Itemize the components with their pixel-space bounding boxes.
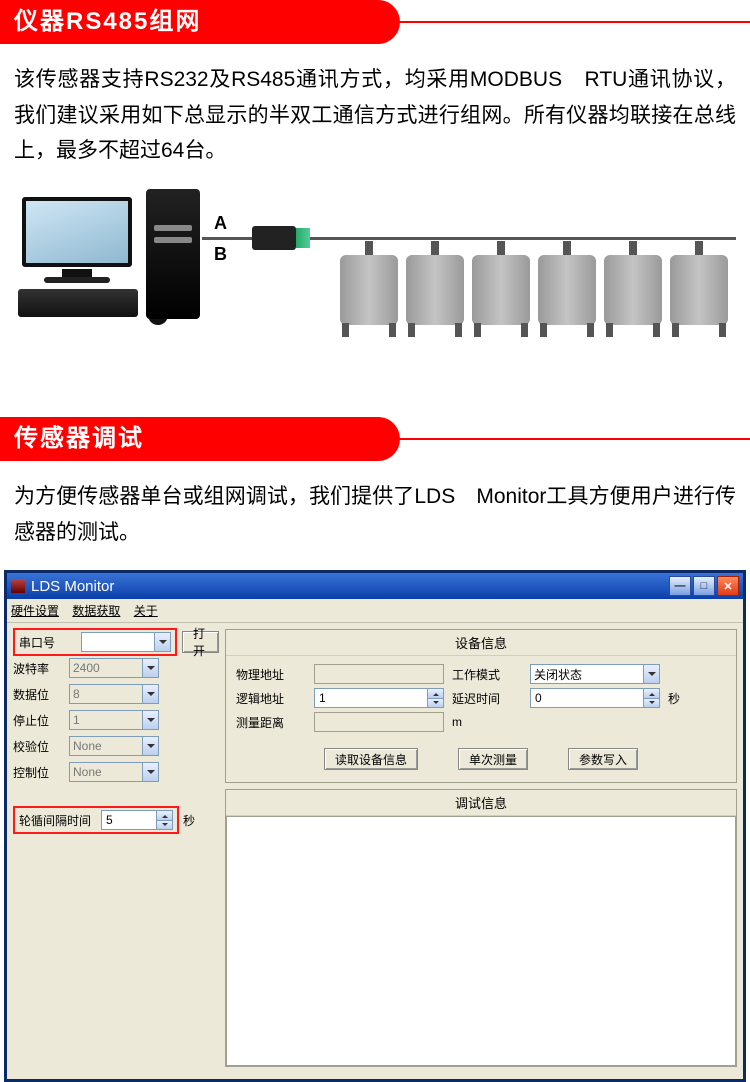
menu-about[interactable]: 关于	[134, 604, 158, 618]
write-params-button[interactable]: 参数写入	[568, 748, 638, 770]
stopbits-label: 停止位	[13, 712, 69, 729]
sensor-node	[472, 241, 530, 337]
port-highlight: 串口号	[13, 628, 177, 656]
stopbits-dropdown[interactable]: 1	[69, 710, 159, 730]
spin-down-icon[interactable]	[156, 821, 172, 830]
mode-label: 工作模式	[452, 666, 522, 683]
logic-addr-value: 1	[319, 691, 326, 705]
bus-label-b: B	[214, 244, 227, 265]
chevron-down-icon	[142, 737, 158, 755]
stopbits-value: 1	[73, 713, 80, 727]
polling-info-title: 调试信息	[226, 790, 736, 816]
poll-interval-input[interactable]: 5	[101, 810, 173, 830]
spin-down-icon[interactable]	[643, 699, 659, 708]
databits-value: 8	[73, 687, 80, 701]
sensor-node	[406, 241, 464, 337]
logic-addr-label: 逻辑地址	[236, 690, 306, 707]
delay-label: 延迟时间	[452, 690, 522, 707]
delay-unit: 秒	[668, 690, 688, 707]
flow-value: None	[73, 765, 102, 779]
rs485-diagram: A B	[14, 189, 736, 389]
databits-dropdown[interactable]: 8	[69, 684, 159, 704]
right-panel: 设备信息 物理地址 工作模式 关闭状态 逻辑地址 1 延迟时间	[225, 629, 737, 1073]
phys-addr-value	[314, 664, 444, 684]
section2-header: 传感器调试	[0, 417, 750, 461]
read-device-button[interactable]: 读取设备信息	[324, 748, 418, 770]
open-port-label: 打开	[193, 625, 208, 659]
delay-input[interactable]: 0	[530, 688, 660, 708]
rs485-adapter-icon	[252, 226, 296, 250]
chevron-down-icon	[142, 711, 158, 729]
polling-info-box: 调试信息	[225, 789, 737, 1067]
maximize-button[interactable]: □	[693, 576, 715, 596]
device-info-box: 设备信息 物理地址 工作模式 关闭状态 逻辑地址 1 延迟时间	[225, 629, 737, 783]
flow-dropdown[interactable]: None	[69, 762, 159, 782]
menu-data[interactable]: 数据获取	[72, 604, 120, 618]
read-device-label: 读取设备信息	[335, 751, 407, 768]
left-panel: 串口号 打开 波特率 2400 数据位 8	[13, 629, 219, 1073]
parity-dropdown[interactable]: None	[69, 736, 159, 756]
spin-up-icon[interactable]	[643, 689, 659, 699]
dist-unit: m	[452, 715, 522, 729]
lds-monitor-window: LDS Monitor — □ ✕ 硬件设置 数据获取 关于 串口号 打开	[4, 570, 746, 1082]
section1-body: 该传感器支持RS232及RS485通讯方式，均采用MODBUS RTU通讯协议，…	[0, 62, 750, 189]
dist-label: 测量距离	[236, 714, 306, 731]
baud-value: 2400	[73, 661, 100, 675]
close-button[interactable]: ✕	[717, 576, 739, 596]
section2-body: 为方便传感器单台或组网调试，我们提供了LDS Monitor工具方便用户进行传感…	[0, 479, 750, 570]
single-measure-button[interactable]: 单次测量	[458, 748, 528, 770]
monitor-base	[44, 277, 110, 283]
polling-output	[226, 816, 736, 1066]
chevron-down-icon	[142, 659, 158, 677]
delay-value: 0	[535, 691, 542, 705]
phys-addr-label: 物理地址	[236, 666, 306, 683]
section2-title: 传感器调试	[0, 417, 750, 461]
poll-unit: 秒	[183, 812, 195, 829]
chevron-down-icon	[142, 685, 158, 703]
monitor-icon	[22, 197, 132, 267]
titlebar: LDS Monitor — □ ✕	[7, 573, 743, 599]
keyboard-icon	[18, 289, 138, 317]
spin-up-icon[interactable]	[427, 689, 443, 699]
chevron-down-icon	[643, 665, 659, 683]
dist-value	[314, 712, 444, 732]
mode-dropdown[interactable]: 关闭状态	[530, 664, 660, 684]
spin-down-icon[interactable]	[427, 699, 443, 708]
chevron-down-icon	[142, 763, 158, 781]
poll-label: 轮循间隔时间	[19, 812, 97, 829]
write-params-label: 参数写入	[579, 751, 627, 768]
section1-header: 仪器RS485组网	[0, 0, 750, 44]
device-info-title: 设备信息	[226, 630, 736, 656]
parity-label: 校验位	[13, 738, 69, 755]
minimize-button[interactable]: —	[669, 576, 691, 596]
chevron-down-icon	[154, 633, 170, 651]
open-port-button[interactable]: 打开	[182, 631, 219, 653]
parity-value: None	[73, 739, 102, 753]
poll-highlight: 轮循间隔时间 5	[13, 806, 179, 834]
databits-label: 数据位	[13, 686, 69, 703]
sensor-node	[604, 241, 662, 337]
mode-value: 关闭状态	[534, 666, 582, 683]
bus-label-a: A	[214, 213, 227, 234]
sensor-node	[340, 241, 398, 337]
menu-hardware[interactable]: 硬件设置	[11, 604, 59, 618]
baud-dropdown[interactable]: 2400	[69, 658, 159, 678]
poll-value: 5	[106, 813, 113, 827]
single-measure-label: 单次测量	[469, 751, 517, 768]
baud-label: 波特率	[13, 660, 69, 677]
port-dropdown[interactable]	[81, 632, 171, 652]
sensor-node	[538, 241, 596, 337]
sensor-node	[670, 241, 728, 337]
section1-title: 仪器RS485组网	[0, 0, 750, 44]
window-title: LDS Monitor	[31, 578, 114, 595]
pc-tower-icon	[146, 189, 200, 319]
logic-addr-input[interactable]: 1	[314, 688, 444, 708]
flow-label: 控制位	[13, 764, 69, 781]
port-label: 串口号	[19, 634, 75, 651]
app-icon	[11, 579, 25, 593]
spin-up-icon[interactable]	[156, 811, 172, 821]
menubar: 硬件设置 数据获取 关于	[7, 599, 743, 623]
